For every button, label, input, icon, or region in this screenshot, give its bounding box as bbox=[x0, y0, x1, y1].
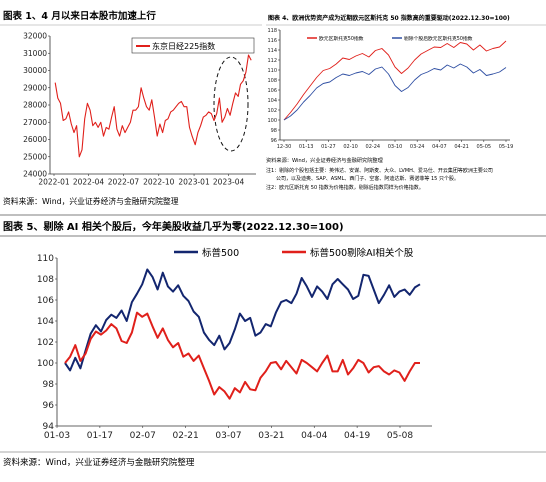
nikkei-y-tick-label: 24000 bbox=[23, 170, 47, 179]
nikkei-y-tick-label: 27000 bbox=[23, 118, 47, 127]
sp500-x-tick-label: 03-07 bbox=[215, 431, 241, 441]
panel-2-source: 资料来源：Wind，兴业证券经济与金融研究院整理 bbox=[266, 156, 384, 164]
nikkei-y-tick-label: 30000 bbox=[23, 66, 47, 75]
sp500-chart: 标普500 标普500剔除AI相关个股 94 96 98 100 102 104 106 10… bbox=[37, 247, 432, 441]
panel-1-heading: 图表 1、4 月以来日本股市加速上行 bbox=[3, 10, 156, 22]
nikkei-y-tick-label: 28000 bbox=[23, 101, 47, 110]
panel-3-heading: 图表 5、剔除 AI 相关个股后，今年美股收益几乎为零(2022.12.30=1… bbox=[3, 220, 344, 233]
sp500-y-tick-label: 110 bbox=[37, 254, 54, 264]
eurostoxx-x-tick-label: 03-10 bbox=[388, 144, 403, 150]
eurostoxx-y-tick-label: 108 bbox=[267, 78, 277, 84]
eurostoxx-x-tick-label: 04-21 bbox=[454, 144, 469, 150]
nikkei-chart: 东京日经225指数 24000 25000 26000 27000 28000 29000… bbox=[23, 32, 256, 187]
sp500-x-tick-label: 04-04 bbox=[301, 431, 327, 441]
nikkei-x-tick-label: 2023-01 bbox=[178, 178, 210, 187]
sp500-x-tick-label: 05-08 bbox=[387, 431, 413, 441]
eurostoxx-x-tick-label: 02-24 bbox=[366, 144, 381, 150]
panel-2-note-3: 注2：欧元区斯托克 50 指数为价格指数，剔除后指数同样为价格指数。 bbox=[266, 184, 424, 191]
panel-2-note-2: 公司，以及迪奥、SAP、ASML、西门子、空客、阿迪达斯、赛诺菲等 15 只个股… bbox=[276, 175, 459, 182]
eurostoxx-chart: 欧元区斯托克50指数 剔除个股后欧元区斯托克50指数 96 98 100 102 104… bbox=[267, 28, 513, 150]
eurostoxx-y-tick-label: 116 bbox=[267, 38, 277, 44]
eurostoxx-y-tick-label: 102 bbox=[267, 108, 277, 114]
panel-1-source: 资料来源：Wind，兴业证券经济与金融研究院整理 bbox=[3, 196, 179, 206]
eurostoxx-y-tick-label: 118 bbox=[267, 28, 277, 34]
eurostoxx-y-tick-label: 114 bbox=[267, 48, 277, 54]
nikkei-y-tick-label: 29000 bbox=[23, 83, 47, 92]
eurostoxx-legend-label-2: 剔除个股后欧元区斯托克50指数 bbox=[404, 35, 473, 42]
nikkei-x-tick-label: 2022-07 bbox=[108, 178, 140, 187]
sp500-x-tick-label: 02-21 bbox=[173, 431, 199, 441]
panel-2-note-1: 注1：剔除的个股包括主要：英伟达、安谋、阿斯麦、大众、LVMH、爱马仕、开云集团… bbox=[266, 167, 493, 174]
sp500-x-tick-label: 03-21 bbox=[258, 431, 284, 441]
panel-3-source: 资料来源：Wind，兴业证券经济与金融研究院整理 bbox=[3, 457, 195, 468]
nikkei-highlight-ellipse bbox=[213, 56, 249, 152]
nikkei-legend-box bbox=[131, 37, 255, 54]
eurostoxx-x-tick-label: 05-19 bbox=[499, 144, 514, 150]
eurostoxx-y-tick-label: 104 bbox=[267, 98, 277, 104]
sp500-x-tick-label: 01-03 bbox=[44, 431, 70, 441]
sp500-x-tick-label: 02-07 bbox=[130, 431, 156, 441]
panel-nikkei: 图表 1、4 月以来日本股市加速上行 东京日经225指数 24000 25000 2… bbox=[0, 10, 262, 206]
sp500-y-tick-label: 106 bbox=[37, 296, 54, 306]
sp500-y-tick-label: 104 bbox=[37, 317, 54, 327]
sp500-y-tick-label: 100 bbox=[37, 359, 54, 369]
sp500-y-tick-label: 102 bbox=[37, 338, 54, 348]
sp500-series-line-1 bbox=[64, 268, 421, 372]
eurostoxx-legend-1 bbox=[304, 33, 370, 42]
nikkei-y-tick-label: 31000 bbox=[23, 49, 47, 58]
eurostoxx-x-tick-label: 03-24 bbox=[410, 144, 425, 150]
eurostoxx-y-tick-label: 98 bbox=[271, 128, 277, 134]
nikkei-y-tick-label: 26000 bbox=[23, 135, 47, 144]
eurostoxx-y-tick-label: 96 bbox=[271, 138, 277, 144]
sp500-x-tick-label: 04-19 bbox=[344, 431, 370, 441]
nikkei-y-tick-label: 25000 bbox=[23, 152, 47, 161]
sp500-y-tick-label: 94 bbox=[43, 422, 55, 432]
nikkei-legend-label: 东京日经225指数 bbox=[152, 41, 215, 51]
eurostoxx-y-tick-label: 110 bbox=[267, 68, 277, 74]
sp500-legend-label-1: 标普500 bbox=[202, 247, 239, 259]
nikkei-x-tick-label: 2022-04 bbox=[73, 178, 105, 187]
eurostoxx-series-line-1 bbox=[283, 40, 507, 121]
sp500-y-tick-label: 98 bbox=[43, 380, 55, 390]
eurostoxx-x-tick-label: 02-10 bbox=[343, 144, 358, 150]
eurostoxx-y-tick-label: 112 bbox=[267, 58, 277, 64]
panel-2-heading: 图表 4、欧洲优势资产成为近期欧元区斯托克 50 指数高的重要驱动(2022.1… bbox=[268, 14, 510, 22]
eurostoxx-x-tick-label: 01-27 bbox=[321, 144, 336, 150]
nikkei-series-line bbox=[54, 54, 252, 158]
eurostoxx-x-tick-label: 05-05 bbox=[477, 144, 492, 150]
nikkei-x-tick-label: 2022-01 bbox=[38, 178, 70, 187]
sp500-y-tick-label: 108 bbox=[37, 275, 54, 285]
sp500-series-line-2 bbox=[64, 311, 420, 400]
sp500-x-tick-label: 01-17 bbox=[87, 431, 113, 441]
eurostoxx-legend-label-1: 欧元区斯托克50指数 bbox=[319, 35, 364, 42]
sp500-y-tick-label: 96 bbox=[43, 401, 55, 411]
panel-sp500: 图表 5、剔除 AI 相关个股后，今年美股收益几乎为零(2022.12.30=1… bbox=[0, 214, 546, 468]
nikkei-x-tick-label: 2022-10 bbox=[143, 178, 175, 187]
eurostoxx-x-tick-label: 12-30 bbox=[277, 144, 292, 150]
sp500-legend-label-2: 标普500剔除AI相关个股 bbox=[310, 247, 414, 259]
nikkei-y-tick-label: 32000 bbox=[23, 32, 47, 41]
panel-eurostoxx: 图表 4、欧洲优势资产成为近期欧元区斯托克 50 指数高的重要驱动(2022.1… bbox=[266, 14, 546, 191]
eurostoxx-x-tick-label: 04-07 bbox=[432, 144, 447, 150]
eurostoxx-y-tick-label: 106 bbox=[267, 88, 277, 94]
nikkei-x-tick-label: 2023-04 bbox=[213, 178, 245, 187]
eurostoxx-y-tick-label: 100 bbox=[267, 118, 277, 124]
eurostoxx-series-line-2 bbox=[283, 63, 507, 121]
eurostoxx-x-tick-label: 01-13 bbox=[299, 144, 314, 150]
